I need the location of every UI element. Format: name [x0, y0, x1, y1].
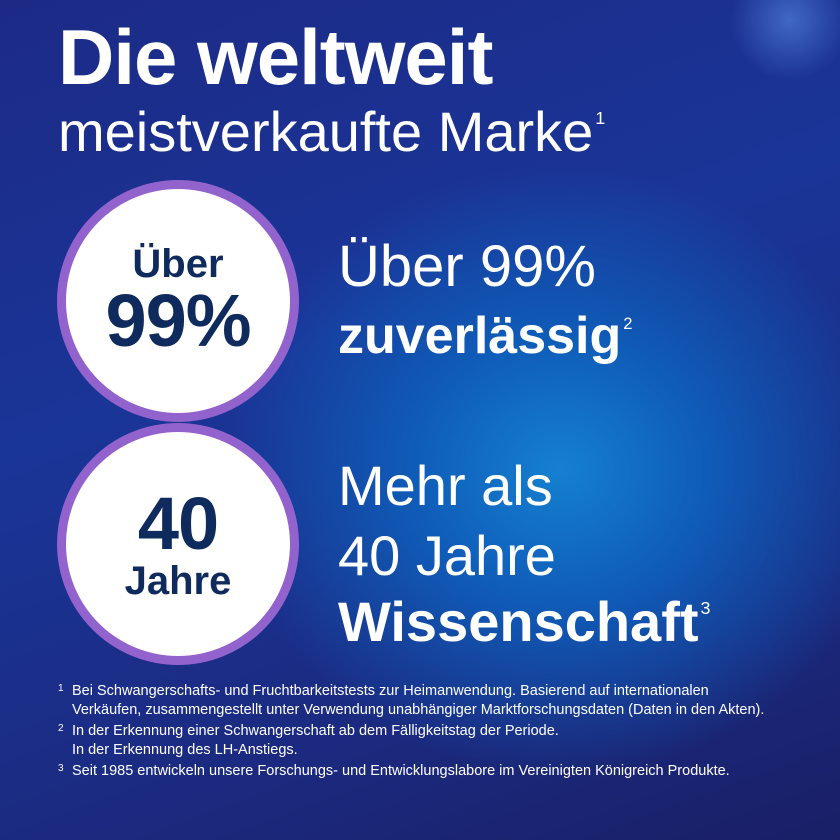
- footnote-3: 3 Seit 1985 entwickeln unsere Forschungs…: [58, 762, 778, 781]
- claim2-line3: Wissenschaft 3: [338, 594, 710, 650]
- footnote-1: 1 Bei Schwangerschafts- und Fruchtbarkei…: [58, 682, 778, 719]
- footnote-2: 2 In der Erkennung einer Schwangerschaft…: [58, 722, 778, 759]
- badge-bottom: Jahre: [124, 559, 232, 603]
- footnote-text: Bei Schwangerschafts- und Fruchtbarkeits…: [72, 683, 765, 718]
- badge-bottom: 99%: [105, 279, 251, 362]
- footnote-ref: 3: [700, 598, 711, 619]
- footnotes: 1 Bei Schwangerschafts- und Fruchtbarkei…: [58, 682, 778, 784]
- claim2-line1: Mehr als: [338, 454, 553, 517]
- claim2-text: Wissenschaft: [338, 590, 699, 653]
- footnote-text: Seit 1985 entwickeln unsere Forschungs- …: [72, 763, 730, 779]
- reliability-badge: Über 99%: [57, 180, 299, 422]
- headline-line2: meistverkaufte Marke 1: [58, 104, 605, 160]
- badge-top: 40: [137, 482, 219, 565]
- footnote-number: 1: [58, 683, 64, 694]
- headline-text: meistverkaufte Marke: [58, 100, 594, 163]
- claim1-text: zuverlässig: [338, 307, 622, 365]
- footnote-number: 3: [58, 763, 64, 774]
- footnote-text: In der Erkennung einer Schwangerschaft a…: [72, 722, 559, 759]
- footnote-text-line1: In der Erkennung einer Schwangerschaft a…: [72, 723, 559, 739]
- claim1-line1: Über 99%: [338, 234, 596, 299]
- claim1-line2: zuverlässig 2: [338, 310, 633, 362]
- claim2-line2: 40 Jahre: [338, 524, 556, 587]
- footnote-ref: 1: [595, 108, 606, 129]
- headline-line1: Die weltweit: [58, 13, 493, 101]
- footnote-text-line2: In der Erkennung des LH-Anstiegs.: [72, 741, 298, 758]
- years-badge: 40 Jahre: [57, 423, 299, 665]
- badge-top: Über: [132, 242, 224, 286]
- footnote-ref: 2: [623, 313, 633, 333]
- footnote-number: 2: [58, 723, 64, 734]
